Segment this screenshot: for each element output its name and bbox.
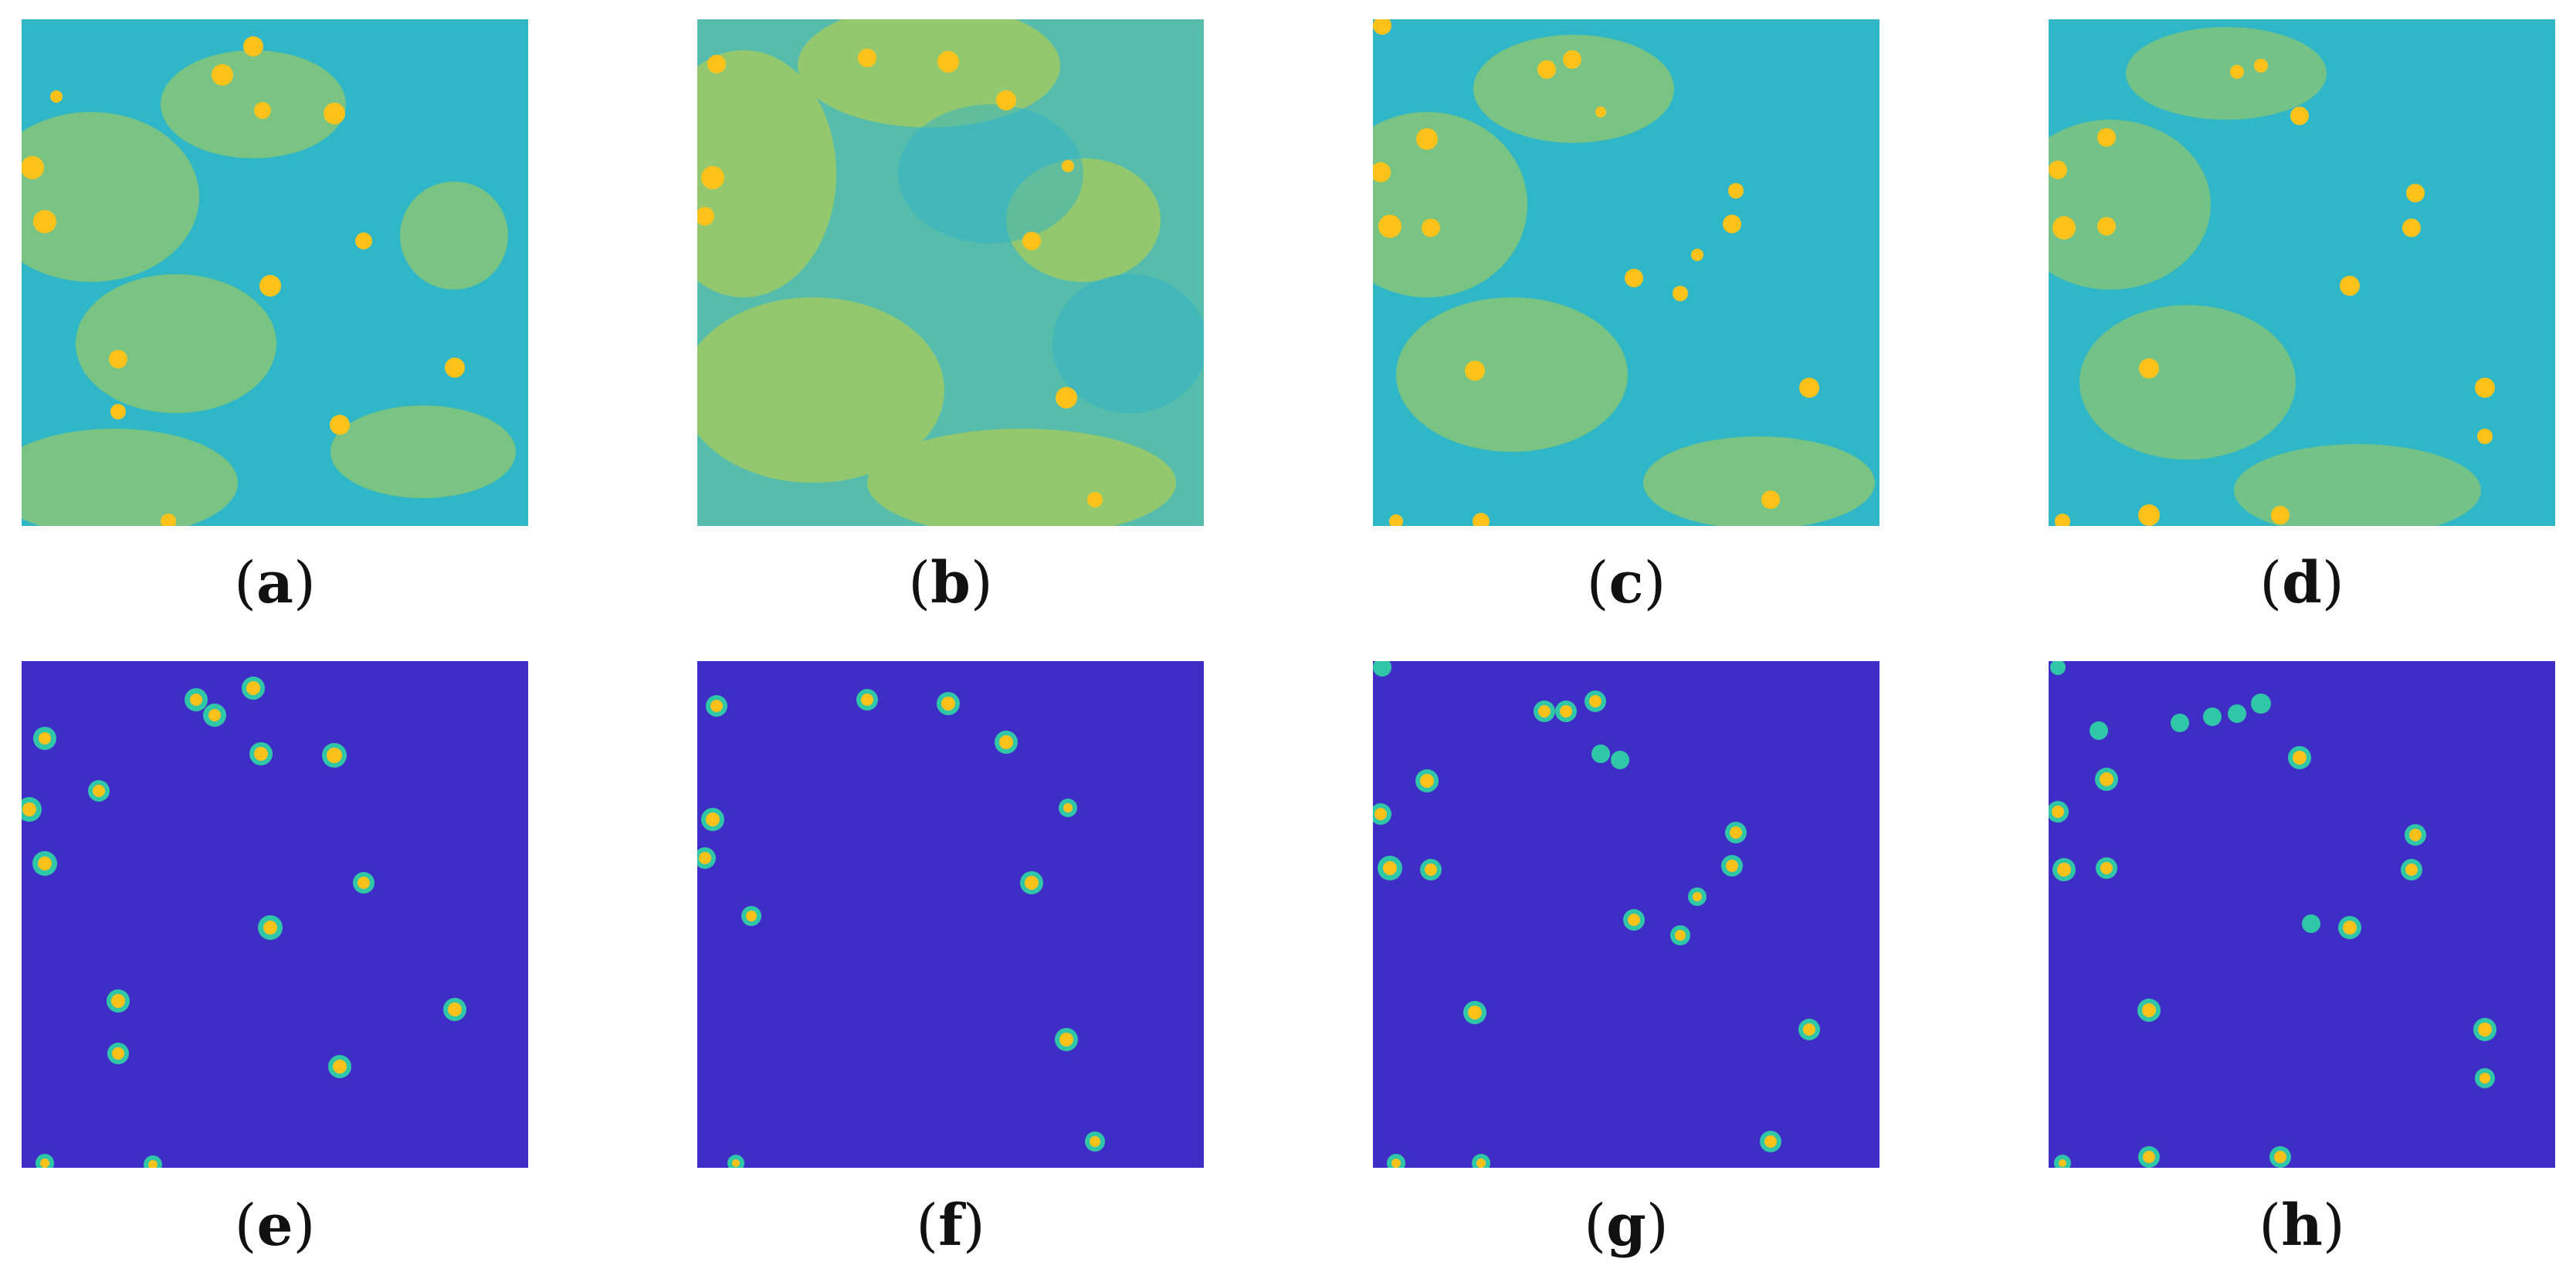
panel-f-image [697, 661, 1204, 1168]
caption-d: (d) [2259, 550, 2344, 616]
panel-b-image [697, 19, 1204, 526]
panel-e-image [22, 661, 528, 1168]
caption-b: (b) [908, 550, 993, 616]
panel-c-image [1373, 19, 1879, 526]
panel-b [697, 19, 1204, 526]
panel-e [22, 661, 528, 1168]
caption-h: (h) [2259, 1192, 2345, 1259]
caption-e: (e) [234, 1192, 316, 1259]
panel-g-image [1373, 661, 1879, 1168]
panel-h-image [2049, 661, 2555, 1168]
caption-a: (a) [234, 550, 316, 616]
caption-g: (g) [1584, 1192, 1669, 1259]
panel-a [22, 19, 528, 526]
panel-f [697, 661, 1204, 1168]
panel-d-image [2049, 19, 2555, 526]
caption-c: (c) [1586, 550, 1666, 616]
panel-g [1373, 661, 1879, 1168]
caption-f: (f) [916, 1192, 985, 1259]
panel-d [2049, 19, 2555, 526]
panel-a-image [22, 19, 528, 526]
panel-c [1373, 19, 1879, 526]
panel-h [2049, 661, 2555, 1168]
